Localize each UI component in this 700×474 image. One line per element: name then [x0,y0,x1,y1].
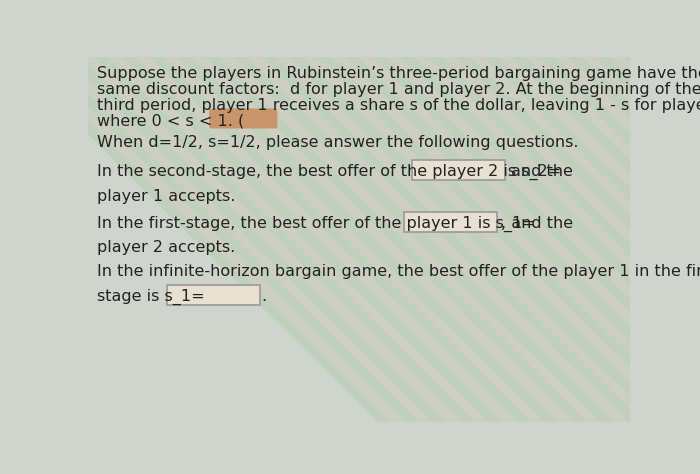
Polygon shape [414,57,700,422]
Polygon shape [624,57,700,422]
Polygon shape [694,57,700,422]
Polygon shape [233,57,615,422]
Polygon shape [652,57,700,422]
Text: third period, player 1 receives a share s of the dollar, leaving 1 - s for playe: third period, player 1 receives a share … [97,98,700,113]
Text: stage is s_1=: stage is s_1= [97,289,204,305]
Polygon shape [596,57,700,422]
Polygon shape [638,57,700,422]
Polygon shape [108,57,489,422]
Polygon shape [24,57,405,422]
Polygon shape [512,57,700,422]
FancyBboxPatch shape [405,212,498,232]
Polygon shape [38,57,419,422]
Text: In the second-stage, the best offer of the player 2 is s_2=: In the second-stage, the best offer of t… [97,164,561,180]
Text: In the infinite-horizon bargain game, the best offer of the player 1 in the firs: In the infinite-horizon bargain game, th… [97,264,700,279]
Polygon shape [66,57,447,422]
FancyBboxPatch shape [167,285,260,305]
Polygon shape [484,57,700,422]
Polygon shape [680,57,700,422]
Text: When d=1/2, s=1/2, please answer the following questions.: When d=1/2, s=1/2, please answer the fol… [97,136,578,150]
Polygon shape [540,57,700,422]
Text: player 1 accepts.: player 1 accepts. [97,189,235,203]
Polygon shape [177,57,559,422]
Polygon shape [610,57,700,422]
Polygon shape [122,57,503,422]
Polygon shape [345,57,700,422]
Polygon shape [136,57,517,422]
Text: , and the: , and the [500,216,573,230]
FancyBboxPatch shape [412,160,505,180]
Polygon shape [582,57,700,422]
Polygon shape [526,57,700,422]
Polygon shape [219,57,601,422]
Polygon shape [289,57,671,422]
Polygon shape [163,57,545,422]
Polygon shape [247,57,629,422]
Text: player 2 accepts.: player 2 accepts. [97,240,235,255]
Polygon shape [80,57,461,422]
Polygon shape [428,57,700,422]
Polygon shape [303,57,685,422]
Text: and the: and the [512,164,573,179]
Polygon shape [358,57,700,422]
Text: In the first-stage, the best offer of the player 1 is s_1=: In the first-stage, the best offer of th… [97,216,536,232]
Polygon shape [317,57,698,422]
FancyBboxPatch shape [209,109,277,128]
Text: where 0 < s < 1. (: where 0 < s < 1. ( [97,114,244,129]
Polygon shape [94,57,475,422]
Polygon shape [150,57,531,422]
Polygon shape [386,57,700,422]
Polygon shape [205,57,587,422]
Polygon shape [554,57,700,422]
Polygon shape [52,57,433,422]
Polygon shape [275,57,657,422]
Polygon shape [498,57,700,422]
Polygon shape [10,57,391,422]
Polygon shape [442,57,700,422]
Text: .: . [261,289,266,304]
Polygon shape [400,57,700,422]
Polygon shape [331,57,700,422]
Polygon shape [666,57,700,422]
Polygon shape [568,57,700,422]
Polygon shape [456,57,700,422]
Polygon shape [191,57,573,422]
Polygon shape [470,57,700,422]
Text: Suppose the players in Rubinstein’s three-period bargaining game have the: Suppose the players in Rubinstein’s thre… [97,66,700,81]
Polygon shape [261,57,643,422]
Polygon shape [372,57,700,422]
Text: same discount factors:  d for player 1 and player 2. At the beginning of the: same discount factors: d for player 1 an… [97,82,700,97]
